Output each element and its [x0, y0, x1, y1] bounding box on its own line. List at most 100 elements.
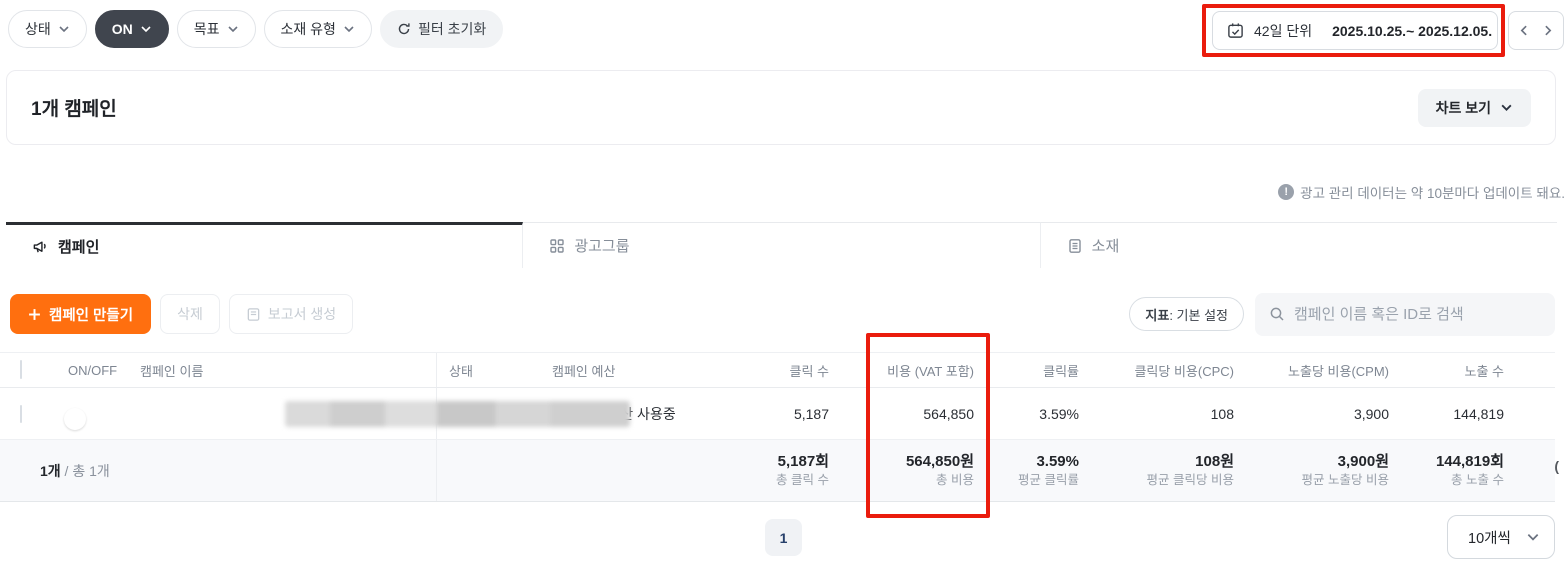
create-report-button[interactable]: 보고서 생성	[228, 294, 354, 334]
tab-adgroup-label: 광고그룹	[574, 238, 630, 255]
tab-material[interactable]: 소재	[1040, 222, 1557, 268]
clipped-next-column-text: (	[1554, 458, 1559, 474]
select-all-cell	[0, 360, 48, 379]
row-select-cell	[0, 404, 48, 423]
summary-ctr: 3.59% 평균 클릭률	[988, 452, 1093, 489]
summary-impressions-label: 총 노출 수	[1451, 473, 1504, 488]
grid-icon	[549, 238, 565, 254]
row-ctr: 3.59%	[1039, 405, 1079, 422]
row-impressions: 144,819	[1453, 405, 1504, 422]
table-toolbar: 캠페인 만들기 삭제 보고서 생성 지표 : 기본 설정	[10, 292, 1555, 336]
tab-material-label: 소재	[1091, 238, 1120, 255]
filter-reset-label: 필터 초기화	[417, 21, 487, 37]
delete-button[interactable]: 삭제	[160, 294, 220, 334]
prev-period-button[interactable]	[1518, 24, 1531, 37]
filter-on-label: ON	[111, 21, 133, 37]
select-all-checkbox[interactable]	[20, 360, 22, 379]
summary-impressions-value: 144,819회	[1435, 452, 1504, 470]
summary-cpc-value: 108원	[1195, 452, 1234, 470]
page-1-button[interactable]: 1	[765, 519, 802, 556]
campaign-summary-card: 1개 캠페인 차트 보기	[6, 70, 1556, 145]
chart-view-label: 차트 보기	[1435, 99, 1491, 116]
table-row: 운영중 광고그룹 예산 사용중 5,187 564,850 3.59% 108 …	[0, 388, 1555, 440]
summary-cost-value: 564,850원	[905, 452, 974, 470]
campaign-search-input[interactable]	[1294, 305, 1541, 323]
summary-clicks-label: 총 클릭 수	[776, 473, 829, 488]
chevron-down-icon	[1526, 530, 1540, 544]
page-size-dropdown[interactable]: 10개씩	[1447, 515, 1555, 559]
refresh-icon	[397, 22, 411, 36]
summary-count: 1개 / 총 1개	[0, 461, 436, 481]
date-unit-label: 42일 단위	[1254, 22, 1313, 39]
plus-icon	[28, 308, 41, 321]
search-icon	[1269, 306, 1285, 322]
header-cpm: 노출당 비용(CPM)	[1288, 363, 1389, 379]
summary-cpm: 3,900원 평균 노출당 비용	[1248, 452, 1403, 489]
table-summary-row: 1개 / 총 1개 5,187회 총 클릭 수 564,850원 총 비용 3.…	[0, 440, 1559, 502]
metric-settings-badge[interactable]: 지표 : 기본 설정	[1129, 297, 1244, 331]
metric-label: 지표	[1145, 307, 1170, 323]
summary-cpc: 108원 평균 클릭당 비용	[1093, 452, 1248, 489]
campaign-name-redacted[interactable]	[285, 400, 630, 427]
chevron-down-icon	[1500, 101, 1513, 114]
delete-label: 삭제	[177, 306, 203, 322]
next-period-button[interactable]	[1541, 24, 1554, 37]
header-clicks: 클릭 수	[789, 363, 830, 379]
summary-clicks: 5,187회 총 클릭 수	[728, 452, 843, 489]
chevron-down-icon	[58, 23, 70, 35]
header-cost: 비용 (VAT 포함)	[887, 363, 974, 379]
row-cost: 564,850	[923, 405, 974, 422]
summary-impressions: 144,819회 총 노출 수	[1403, 452, 1518, 489]
create-campaign-button[interactable]: 캠페인 만들기	[10, 294, 152, 334]
calendar-icon	[1227, 22, 1244, 39]
summary-count-value: 1개	[40, 462, 61, 479]
megaphone-icon	[32, 238, 49, 255]
metric-value: : 기본 설정	[1169, 307, 1228, 323]
chevron-down-icon	[140, 23, 152, 35]
filter-material-type-label: 소재 유형	[280, 21, 336, 37]
filter-material-type-dropdown[interactable]: 소재 유형	[263, 10, 372, 48]
summary-cost-label: 총 비용	[936, 473, 974, 488]
header-ctr: 클릭률	[1043, 363, 1079, 379]
report-icon	[246, 307, 261, 322]
data-update-notice: ! 광고 관리 데이터는 약 10분마다 업데이트 돼요.	[1278, 182, 1565, 202]
filter-goal-dropdown[interactable]: 목표	[176, 10, 256, 48]
pagination: 1	[0, 519, 1567, 556]
create-report-label: 보고서 생성	[267, 306, 337, 322]
entity-tabs: 캠페인 광고그룹 소재	[6, 222, 1557, 268]
header-onoff: ON/OFF	[68, 362, 118, 378]
header-cpc: 클릭당 비용(CPC)	[1134, 363, 1234, 379]
filter-status-label: 상태	[25, 21, 51, 37]
summary-status-cell	[436, 440, 548, 501]
filter-reset-button[interactable]: 필터 초기화	[379, 10, 504, 48]
row-checkbox[interactable]	[20, 404, 22, 423]
row-cpc: 108	[1210, 405, 1234, 422]
info-icon: !	[1278, 184, 1295, 200]
summary-count-suffix: / 총 1개	[60, 462, 110, 479]
date-range-value: 2025.10.25.~ 2025.12.05.	[1332, 22, 1493, 39]
summary-ctr-value: 3.59%	[1036, 452, 1079, 470]
tab-adgroup[interactable]: 광고그룹	[523, 222, 1041, 268]
filter-status-dropdown[interactable]: 상태	[8, 10, 87, 48]
row-cpm: 3,900	[1353, 405, 1389, 422]
tab-campaign-label: 캠페인	[58, 239, 100, 256]
chevron-down-icon	[343, 23, 355, 35]
page-size-value: 10개씩	[1468, 530, 1511, 547]
filter-on-dropdown[interactable]: ON	[94, 10, 169, 48]
row-clicks: 5,187	[793, 405, 829, 422]
notice-text: 광고 관리 데이터는 약 10분마다 업데이트 돼요.	[1300, 186, 1565, 201]
summary-cpm-value: 3,900원	[1337, 452, 1389, 470]
header-impressions: 노출 수	[1464, 363, 1505, 379]
summary-ctr-label: 평균 클릭률	[1018, 473, 1079, 488]
summary-clicks-value: 5,187회	[777, 452, 829, 470]
tab-campaign[interactable]: 캠페인	[6, 222, 524, 268]
campaign-count-title: 1개 캠페인	[31, 99, 117, 120]
row-toggle-cell	[48, 406, 140, 422]
date-range-picker[interactable]: 42일 단위 2025.10.25.~ 2025.12.05.	[1212, 11, 1498, 50]
document-icon	[1067, 238, 1083, 254]
filter-goal-label: 목표	[193, 21, 220, 37]
campaign-search-box	[1255, 292, 1555, 336]
chart-view-button[interactable]: 차트 보기	[1417, 88, 1531, 127]
create-campaign-label: 캠페인 만들기	[49, 307, 134, 324]
